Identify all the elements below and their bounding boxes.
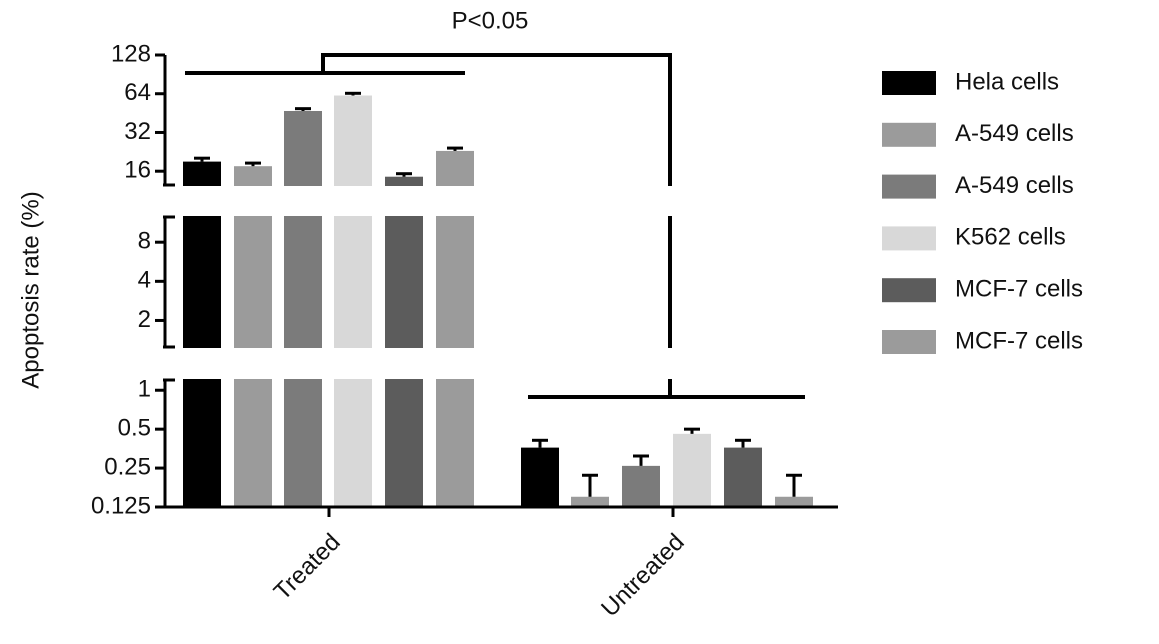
y-tick-label: 0.25 — [104, 453, 151, 480]
legend-label: MCF-7 cells — [955, 327, 1083, 354]
legend-label: A-549 cells — [955, 120, 1074, 147]
error-bar — [194, 156, 210, 162]
legend-swatch — [882, 330, 936, 354]
bar — [622, 465, 660, 507]
error-bar — [786, 473, 802, 497]
y-tick-label: 64 — [124, 79, 151, 106]
y-tick-label: 16 — [124, 157, 151, 184]
error-bar — [735, 438, 751, 448]
legend-label: A-549 cells — [955, 172, 1074, 199]
legend-label: MCF-7 cells — [955, 276, 1083, 303]
legend-swatch — [882, 278, 936, 303]
error-bar — [295, 107, 311, 111]
error-bar — [633, 454, 649, 466]
y-tick-label: 2 — [138, 306, 151, 333]
bar — [521, 447, 559, 507]
bar — [183, 161, 221, 508]
y-tick-label: 128 — [111, 40, 151, 67]
y-axis-label: Apoptosis rate (%) — [17, 191, 44, 388]
y-tick-label: 4 — [138, 267, 151, 294]
significance-bracket — [185, 53, 805, 399]
bar — [571, 496, 609, 507]
bar — [673, 433, 711, 507]
error-bar — [245, 161, 261, 167]
axis-break-gap — [150, 348, 850, 379]
y-tick-label: 32 — [124, 118, 151, 145]
bar — [724, 447, 762, 507]
y-tick-label: 8 — [138, 228, 151, 255]
annotation: P<0.05 — [452, 7, 529, 34]
bar — [775, 496, 813, 507]
error-bar — [684, 427, 700, 434]
y-tick-label: 0.5 — [118, 415, 151, 442]
x-tick-label: Untreated — [596, 529, 690, 623]
bar — [234, 166, 272, 507]
bar — [385, 176, 423, 508]
bar — [284, 110, 322, 507]
error-bar — [396, 172, 412, 177]
y-tick-label: 1 — [138, 376, 151, 403]
legend-swatch — [882, 122, 936, 147]
error-bar — [447, 146, 463, 151]
legend-label: K562 cells — [955, 224, 1066, 251]
error-bar — [582, 473, 598, 497]
legend-swatch — [882, 71, 936, 95]
legend-swatch — [882, 174, 936, 199]
axis-break-gap — [150, 186, 850, 216]
error-bar — [532, 438, 548, 448]
x-tick-label: Treated — [269, 529, 346, 606]
legend-swatch — [882, 226, 936, 251]
y-tick-label: 0.125 — [91, 492, 151, 519]
error-bar — [345, 91, 361, 96]
legend-label: Hela cells — [955, 68, 1059, 95]
bar — [334, 95, 372, 508]
